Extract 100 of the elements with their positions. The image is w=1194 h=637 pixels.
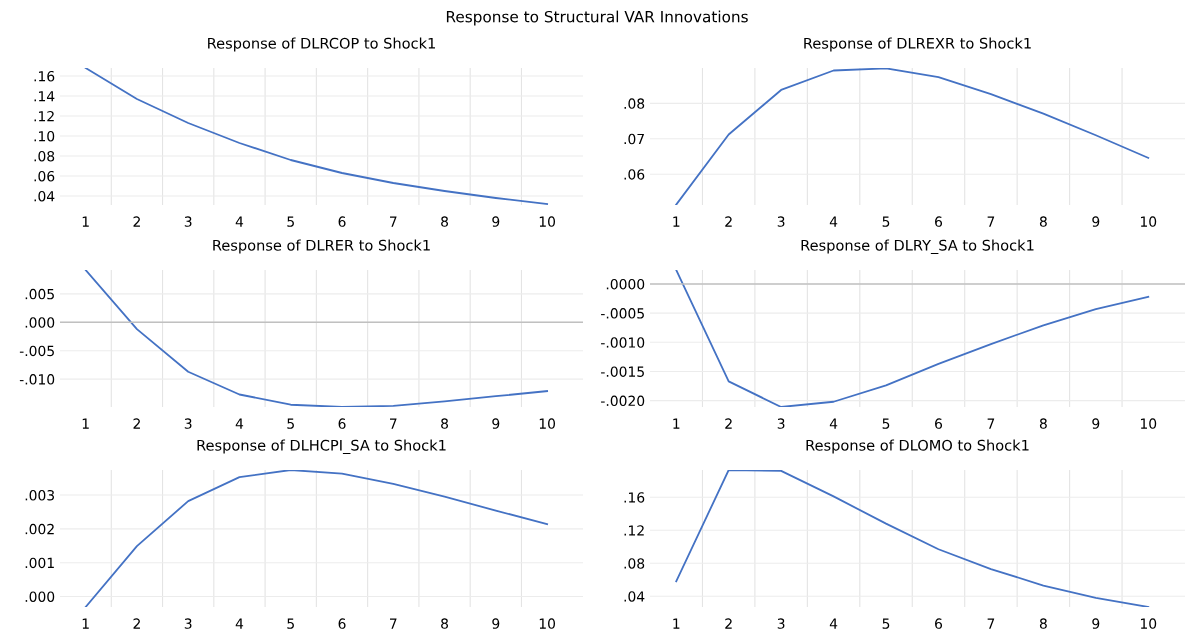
x-tick-label: 1 <box>673 216 680 227</box>
x-tick-label: 5 <box>287 618 294 629</box>
x-tick-label: 6 <box>338 618 346 629</box>
y-tick-label: .04 <box>34 190 55 202</box>
y-tick-label: -.005 <box>19 345 54 357</box>
y-tick-label: .16 <box>624 492 645 503</box>
x-tick-label: 5 <box>287 418 294 429</box>
chart-title: Response of DLOMO to Shock1 <box>806 439 1029 454</box>
chart-title: Response of DLREXR to Shock1 <box>804 37 1031 52</box>
x-tick-label: 10 <box>539 618 556 629</box>
line-series <box>675 470 1150 607</box>
x-tick-label: 2 <box>133 418 140 429</box>
x-tick-label: 9 <box>492 216 500 227</box>
x-tick-label: 3 <box>184 618 192 629</box>
x-tick-label: 2 <box>725 216 732 227</box>
x-tick-label: 10 <box>1140 418 1157 429</box>
x-tick-label: 7 <box>987 618 995 629</box>
x-tick-label: 4 <box>829 418 838 429</box>
x-tick-label: 5 <box>882 216 890 227</box>
x-tick-label: 7 <box>987 216 995 227</box>
x-tick-label: 1 <box>82 216 89 227</box>
chart-subtitle: Response to Structural VAR Innovations <box>446 10 748 26</box>
x-tick-label: 8 <box>441 216 449 227</box>
x-tick-label: 2 <box>133 618 140 629</box>
x-tick-label: 3 <box>777 618 785 629</box>
y-tick-label: .003 <box>25 490 55 501</box>
y-tick-label: .07 <box>624 133 644 145</box>
x-tick-label: 3 <box>777 216 785 227</box>
x-tick-label: 10 <box>539 216 556 227</box>
x-tick-label: 6 <box>935 618 943 629</box>
x-tick-label: 5 <box>882 418 890 429</box>
y-tick-label: -.0015 <box>601 366 644 377</box>
x-tick-label: 3 <box>777 418 785 429</box>
x-tick-label: 10 <box>539 418 556 429</box>
chart-title: Response of DLRCOP to Shock1 <box>208 37 435 52</box>
x-tick-label: 1 <box>673 618 680 629</box>
y-tick-label: .005 <box>25 288 54 300</box>
x-tick-label: 3 <box>184 418 192 429</box>
x-tick-label: 1 <box>673 418 680 429</box>
x-tick-label: 5 <box>882 618 890 629</box>
line-series <box>84 270 549 407</box>
y-tick-label: .08 <box>624 558 645 569</box>
x-tick-label: 2 <box>133 216 140 227</box>
x-tick-label: 2 <box>725 418 732 429</box>
x-tick-label: 7 <box>390 216 397 227</box>
y-tick-label: .16 <box>34 70 55 82</box>
x-tick-label: 4 <box>235 618 244 629</box>
x-tick-label: 4 <box>829 618 838 629</box>
y-tick-label: .0000 <box>606 278 645 290</box>
x-tick-label: 1 <box>82 418 89 429</box>
line-series <box>675 68 1150 205</box>
x-tick-label: 3 <box>184 216 192 227</box>
chart-title: Response of DLHCPI_SA to Shock1 <box>197 439 446 454</box>
y-tick-label: .06 <box>624 169 645 180</box>
line-series <box>84 68 549 205</box>
x-tick-label: 9 <box>1092 216 1100 227</box>
y-tick-label: .06 <box>34 170 55 182</box>
y-tick-label: -.0010 <box>601 337 645 348</box>
x-tick-label: 9 <box>492 418 500 429</box>
y-tick-label: .04 <box>624 591 645 602</box>
x-tick-label: 9 <box>1092 618 1100 629</box>
y-tick-label: .10 <box>34 130 55 142</box>
x-tick-label: 4 <box>829 216 838 227</box>
y-tick-label: .000 <box>25 591 55 602</box>
x-tick-label: 8 <box>1039 216 1047 227</box>
x-tick-label: 4 <box>235 418 244 429</box>
y-tick-label: .08 <box>34 150 55 162</box>
x-tick-label: 6 <box>338 418 346 429</box>
x-tick-label: 10 <box>1140 618 1157 629</box>
x-tick-label: 8 <box>1039 618 1047 629</box>
x-tick-label: 4 <box>235 216 244 227</box>
y-tick-label: -.010 <box>19 374 55 385</box>
y-tick-label: .000 <box>25 317 55 328</box>
x-tick-label: 6 <box>935 418 943 429</box>
chart-title: Response of DLRY_SA to Shock1 <box>801 239 1034 254</box>
chart-title: Response of DLRER to Shock1 <box>213 239 430 254</box>
x-tick-label: 6 <box>338 216 346 227</box>
y-tick-label: .001 <box>25 557 54 569</box>
x-tick-label: 1 <box>82 618 89 629</box>
x-tick-label: 9 <box>492 618 500 629</box>
x-tick-label: 9 <box>1092 418 1100 429</box>
line-series <box>675 270 1150 407</box>
x-tick-label: 7 <box>987 418 995 429</box>
y-tick-label: .12 <box>34 110 54 122</box>
x-tick-label: 7 <box>390 618 397 629</box>
y-tick-label: .12 <box>624 525 644 536</box>
y-tick-label: -.0005 <box>601 308 644 319</box>
y-tick-label: .002 <box>25 523 54 535</box>
x-tick-label: 8 <box>441 618 449 629</box>
x-tick-label: 8 <box>1039 418 1047 429</box>
x-tick-label: 8 <box>441 418 449 429</box>
x-tick-label: 10 <box>1140 216 1157 227</box>
x-tick-label: 6 <box>935 216 943 227</box>
x-tick-label: 2 <box>725 618 732 629</box>
line-series <box>84 470 549 607</box>
y-tick-label: .08 <box>624 98 645 109</box>
x-tick-label: 5 <box>287 216 294 227</box>
y-tick-label: .14 <box>34 91 55 102</box>
x-tick-label: 7 <box>390 418 397 429</box>
y-tick-label: -.0020 <box>601 395 645 407</box>
